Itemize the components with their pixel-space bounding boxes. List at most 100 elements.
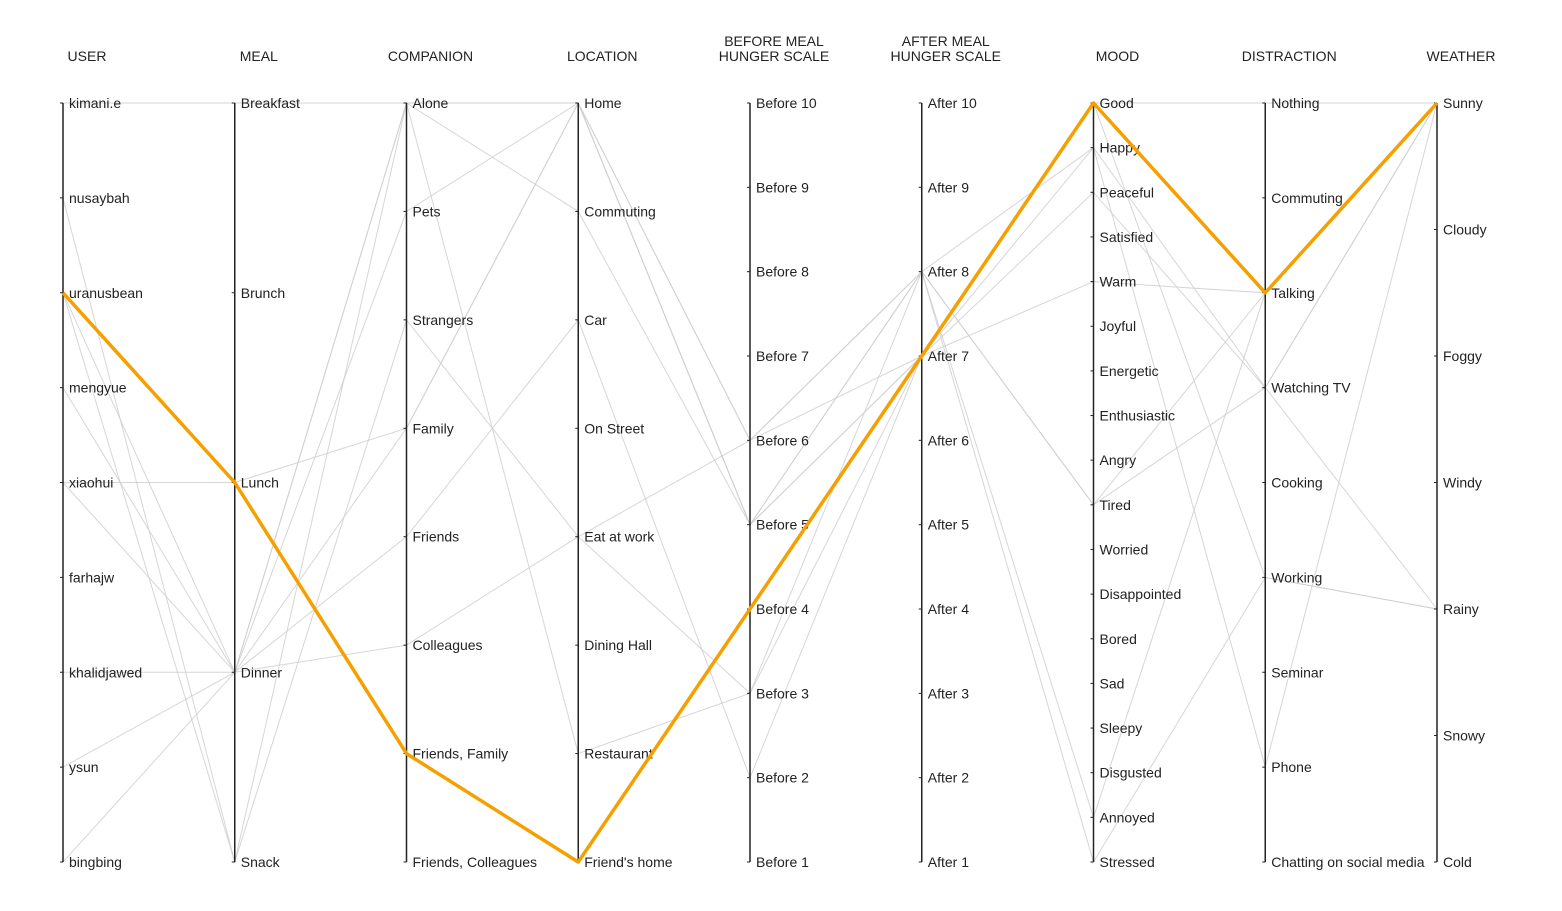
axis-title: BEFORE MEAL bbox=[724, 33, 824, 49]
tick-label-strangers: Strangers bbox=[413, 312, 474, 328]
tick-label-snowy: Snowy bbox=[1443, 728, 1485, 744]
tick-label-xiaohui: xiaohui bbox=[69, 475, 113, 491]
tick-label-farhajw: farhajw bbox=[69, 569, 115, 585]
tick-label-before-3: Before 3 bbox=[756, 685, 809, 701]
axis-title: COMPANION bbox=[388, 48, 473, 64]
highlighted-record-line bbox=[61, 101, 1439, 864]
tick-label-brunch: Brunch bbox=[241, 285, 285, 301]
tick-label-before-5: Before 5 bbox=[756, 517, 809, 533]
tick-label-energetic: Energetic bbox=[1100, 363, 1159, 379]
tick-label-after-4: After 4 bbox=[928, 601, 969, 617]
tick-label-nothing: Nothing bbox=[1271, 95, 1319, 111]
tick-label-before-4: Before 4 bbox=[756, 601, 809, 617]
axis-mood: MOODGoodHappyPeacefulSatisfiedWarmJoyful… bbox=[1090, 48, 1181, 870]
tick-label-khalidjawed: khalidjawed bbox=[69, 664, 142, 680]
tick-label-sleepy: Sleepy bbox=[1100, 720, 1143, 736]
tick-label-bingbing: bingbing bbox=[69, 854, 122, 870]
tick-label-worried: Worried bbox=[1100, 541, 1149, 557]
tick-label-sad: Sad bbox=[1100, 675, 1125, 691]
tick-label-commuting: Commuting bbox=[584, 203, 656, 219]
tick-label-home: Home bbox=[584, 95, 622, 111]
tick-label-cold: Cold bbox=[1443, 854, 1472, 870]
tick-label-snack: Snack bbox=[241, 854, 281, 870]
axis-location: LOCATION Home Commuting Car On Street Eat at … bbox=[567, 48, 673, 870]
tick-label-before-6: Before 6 bbox=[756, 432, 809, 448]
axis-title: MOOD bbox=[1096, 48, 1140, 64]
tick-label-car: Car bbox=[584, 312, 607, 328]
axis-weather: WEATHER Sunny Cloudy Foggy Windy Rainy Snowy Co… bbox=[1427, 48, 1496, 870]
tick-label-restaurant: Restaurant bbox=[584, 746, 653, 762]
tick-label-commuting: Commuting bbox=[1271, 190, 1343, 206]
axis-title: LOCATION bbox=[567, 48, 638, 64]
tick-label-before-1: Before 1 bbox=[756, 854, 809, 870]
tick-label-before-7: Before 7 bbox=[756, 348, 809, 364]
tick-label-lunch: Lunch bbox=[241, 475, 279, 491]
tick-label-on-street: On Street bbox=[584, 420, 644, 436]
axis-title: HUNGER SCALE bbox=[719, 48, 829, 64]
tick-label-peaceful: Peaceful bbox=[1100, 184, 1154, 200]
tick-label-after-7: After 7 bbox=[928, 348, 969, 364]
axis-title: USER bbox=[68, 48, 107, 64]
tick-label-seminar: Seminar bbox=[1271, 664, 1323, 680]
highlight-lines-group bbox=[61, 101, 1439, 864]
tick-label-stressed: Stressed bbox=[1100, 854, 1155, 870]
tick-label-nusaybah: nusaybah bbox=[69, 190, 130, 206]
tick-label-friends-family: Friends, Family bbox=[413, 746, 509, 762]
tick-label-before-2: Before 2 bbox=[756, 770, 809, 786]
axis-title: WEATHER bbox=[1427, 48, 1496, 64]
tick-label-foggy: Foggy bbox=[1443, 348, 1482, 364]
axes-group: USER kimani.e nusaybah uranusbean mengyue xia… bbox=[60, 33, 1495, 870]
tick-label-after-2: After 2 bbox=[928, 770, 969, 786]
axis-title: AFTER MEAL bbox=[902, 33, 990, 49]
tick-label-dinner: Dinner bbox=[241, 664, 283, 680]
tick-label-after-1: After 1 bbox=[928, 854, 969, 870]
axis-user: USER kimani.e nusaybah uranusbean mengyue xia… bbox=[60, 48, 143, 870]
tick-label-dining-hall: Dining Hall bbox=[584, 637, 652, 653]
tick-label-chatting-on-social-media: Chatting on social media bbox=[1271, 854, 1425, 870]
axis-title: DISTRACTION bbox=[1242, 48, 1337, 64]
tick-label-enthusiastic: Enthusiastic bbox=[1100, 408, 1175, 424]
tick-label-disgusted: Disgusted bbox=[1100, 765, 1162, 781]
tick-label-uranusbean: uranusbean bbox=[69, 285, 143, 301]
tick-label-after-5: After 5 bbox=[928, 517, 969, 533]
tick-label-talking: Talking bbox=[1271, 285, 1315, 301]
tick-label-joyful: Joyful bbox=[1100, 318, 1137, 334]
tick-label-windy: Windy bbox=[1443, 475, 1482, 491]
tick-label-alone: Alone bbox=[413, 95, 449, 111]
tick-label-friends: Friends bbox=[413, 529, 460, 545]
tick-label-after-3: After 3 bbox=[928, 685, 969, 701]
tick-label-after-6: After 6 bbox=[928, 432, 969, 448]
tick-label-tired: Tired bbox=[1100, 497, 1131, 513]
axis-title: HUNGER SCALE bbox=[891, 48, 1001, 64]
tick-label-watching-tv: Watching TV bbox=[1271, 380, 1351, 396]
axis-companion: COMPANION Alone Pets Strangers Family Friends… bbox=[388, 48, 537, 870]
tick-label-bored: Bored bbox=[1100, 631, 1137, 647]
tick-label-eat-at-work: Eat at work bbox=[584, 529, 655, 545]
tick-label-working: Working bbox=[1271, 569, 1322, 585]
tick-label-breakfast: Breakfast bbox=[241, 95, 300, 111]
tick-label-cloudy: Cloudy bbox=[1443, 222, 1487, 238]
tick-label-after-8: After 8 bbox=[928, 264, 969, 280]
tick-label-annoyed: Annoyed bbox=[1100, 809, 1155, 825]
tick-label-family: Family bbox=[413, 420, 454, 436]
tick-label-ysun: ysun bbox=[69, 759, 99, 775]
axis-distraction: DISTRACTION Nothing Commuting Talking Watchi… bbox=[1242, 48, 1425, 870]
tick-label-kimani-e: kimani.e bbox=[69, 95, 121, 111]
tick-label-pets: Pets bbox=[413, 203, 441, 219]
tick-label-warm: Warm bbox=[1100, 274, 1137, 290]
axis-meal: MEAL Breakfast Brunch Lunch Dinner Snack bbox=[231, 48, 300, 870]
tick-label-angry: Angry bbox=[1100, 452, 1137, 468]
tick-label-satisfied: Satisfied bbox=[1100, 229, 1154, 245]
tick-label-cooking: Cooking bbox=[1271, 475, 1322, 491]
tick-label-before-8: Before 8 bbox=[756, 264, 809, 280]
tick-label-sunny: Sunny bbox=[1443, 95, 1483, 111]
tick-label-good: Good bbox=[1100, 95, 1134, 111]
tick-label-before-9: Before 9 bbox=[756, 179, 809, 195]
axis-title: MEAL bbox=[240, 48, 278, 64]
tick-label-colleagues: Colleagues bbox=[413, 637, 483, 653]
tick-label-mengyue: mengyue bbox=[69, 380, 127, 396]
tick-label-friends-colleagues: Friends, Colleagues bbox=[413, 854, 538, 870]
